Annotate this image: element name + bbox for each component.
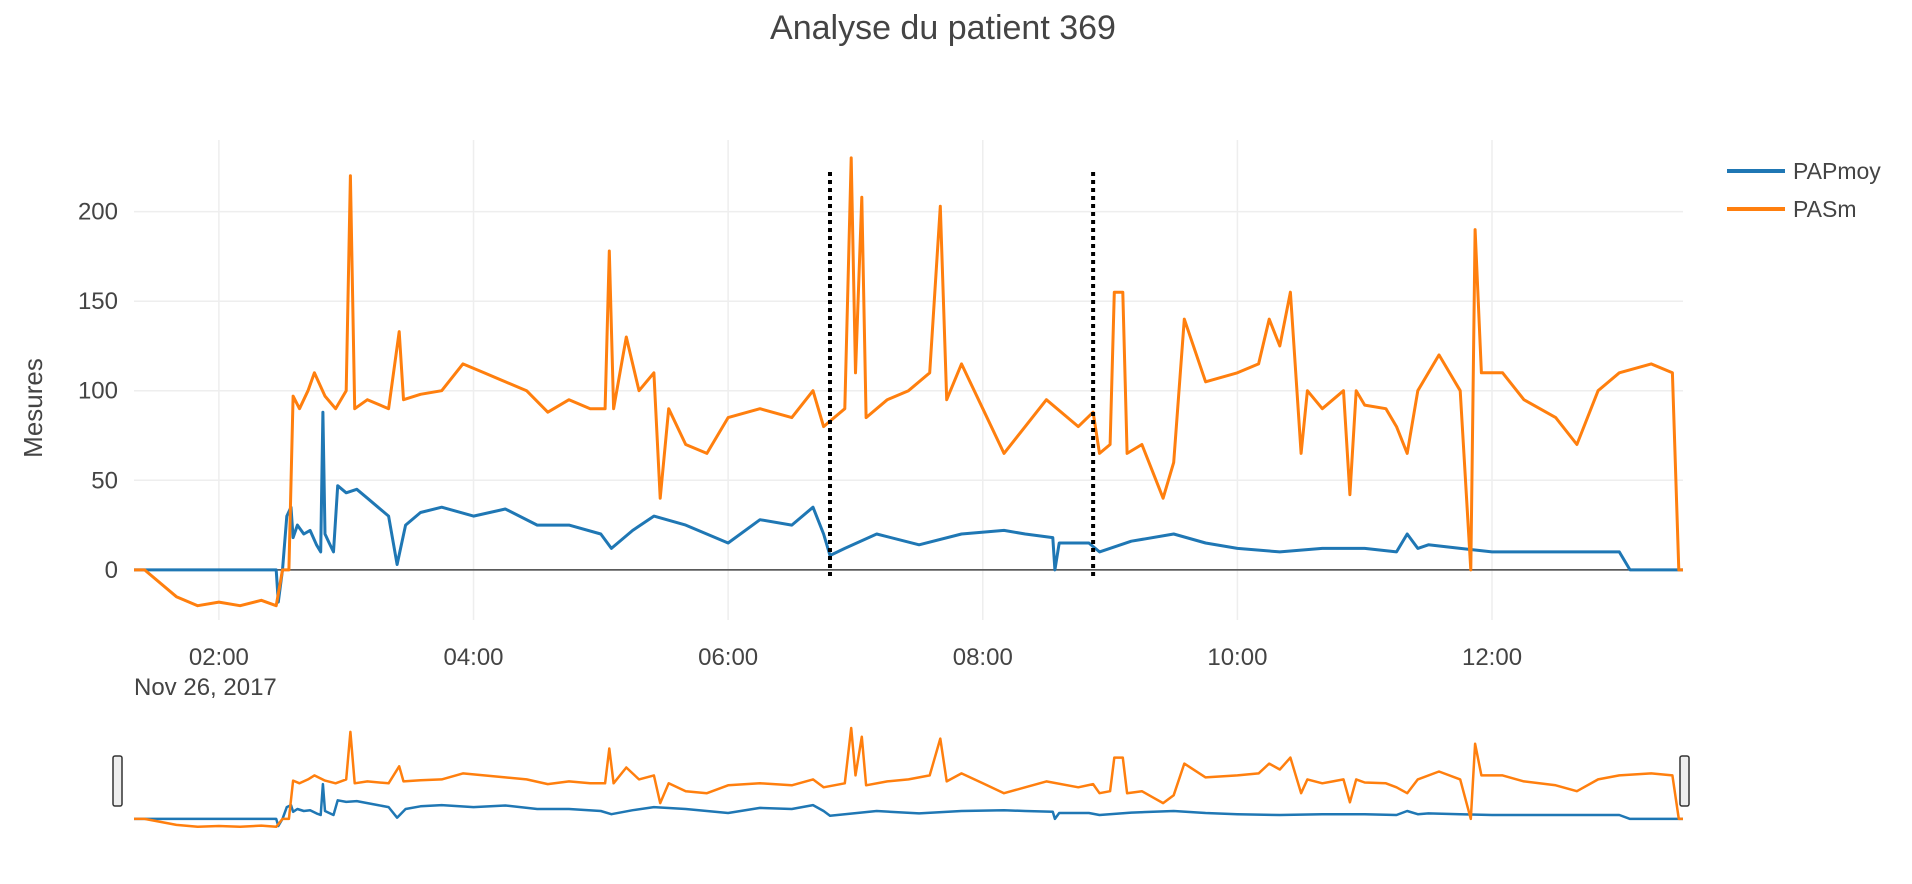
x-tick-label: 06:00 [698,644,758,671]
y-tick-label: 0 [105,557,118,584]
range-slider-series [134,726,1683,829]
y-tick-label: 50 [91,467,118,494]
x-tick-label: 12:00 [1462,644,1522,671]
x-axis-ticks: 02:00 04:00 06:00 08:00 10:00 12:00 [189,644,1522,671]
legend-label-papmoy: PAPmoy [1793,158,1881,184]
y-axis-label: Mesures [18,358,48,458]
x-tick-label: 02:00 [189,644,249,671]
x-tick-label: 10:00 [1207,644,1267,671]
x-axis-date-label: Nov 26, 2017 [134,674,277,701]
y-tick-label: 100 [78,378,118,405]
slider-line-pasm [134,726,1683,829]
main-series-lines [134,156,1683,608]
y-tick-label: 150 [78,288,118,315]
series-line-papmoy [134,410,1683,604]
event-lines [827,172,1096,578]
legend-item-papmoy[interactable]: PAPmoy [1727,158,1881,184]
legend-item-pasm[interactable]: PASm [1727,196,1856,222]
chart-title: Analyse du patient 369 [770,9,1116,47]
legend[interactable]: PAPmoy PASm [1727,158,1881,222]
x-tick-label: 08:00 [953,644,1013,671]
slider-line-papmoy [134,782,1683,828]
legend-label-pasm: PASm [1793,196,1856,222]
range-slider-handle-left[interactable] [112,755,123,807]
range-slider[interactable] [112,726,1690,829]
x-tick-label: 04:00 [443,644,503,671]
y-tick-label: 200 [78,199,118,226]
y-axis-ticks: 0 50 100 150 200 [78,199,118,584]
range-slider-handle-right[interactable] [1679,755,1690,807]
series-line-pasm [134,156,1683,608]
